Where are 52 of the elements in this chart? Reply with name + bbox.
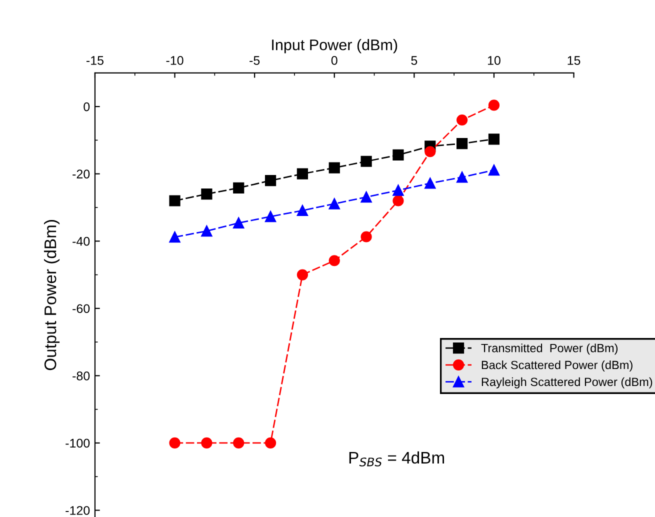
y-axis-title: Output Power (dBm) (44, 220, 60, 370)
y-tick-label: -120 (66, 506, 90, 515)
y-tick-label: -100 (66, 438, 90, 448)
x-tick-label: 15 (568, 56, 580, 65)
point (456, 138, 468, 150)
point (169, 437, 180, 449)
point (233, 182, 244, 194)
point (360, 156, 372, 167)
point (392, 149, 404, 161)
point (392, 195, 404, 206)
point (456, 172, 468, 183)
point (392, 184, 404, 196)
x-tick-label: 0 (331, 56, 338, 65)
y-tick-label: 0 (84, 102, 90, 112)
point (296, 269, 308, 280)
x-axis-title: Input Power (dBm) (272, 39, 398, 54)
point (328, 255, 340, 266)
point (296, 204, 308, 216)
x-tick-label: 5 (411, 56, 418, 65)
point (328, 162, 340, 174)
point (169, 232, 180, 243)
point (233, 437, 244, 449)
legend-label: Back Scattered Power (dBm) (482, 360, 632, 372)
y-tick-label: -80 (72, 371, 90, 380)
y-tick-label: -40 (72, 236, 90, 246)
point (233, 217, 244, 229)
point (264, 211, 276, 222)
legend-label: Rayleigh Scattered Power (dBm) (482, 377, 652, 388)
point (488, 164, 500, 176)
x-tick-label: 10 (488, 56, 500, 65)
annotation: P$_{SBS}$ = 4dBm (349, 451, 444, 466)
point (201, 437, 212, 449)
x-tick-label: -15 (86, 56, 104, 65)
point (360, 231, 372, 242)
point (201, 188, 212, 200)
point (201, 225, 212, 237)
point (424, 146, 436, 158)
y-tick-label: -60 (72, 304, 90, 314)
point (488, 134, 500, 145)
x-tick-label: -10 (166, 56, 184, 65)
point (264, 437, 276, 449)
point (169, 195, 180, 206)
y-tick-label: -20 (72, 170, 90, 178)
point (456, 114, 468, 126)
point (360, 191, 372, 203)
legend-label: Transmitted Power (dBm) (481, 344, 618, 355)
point (424, 178, 436, 189)
point (328, 198, 340, 210)
x-tick-label: -5 (250, 56, 260, 65)
point (296, 168, 308, 180)
point (488, 100, 500, 111)
point (264, 175, 276, 186)
